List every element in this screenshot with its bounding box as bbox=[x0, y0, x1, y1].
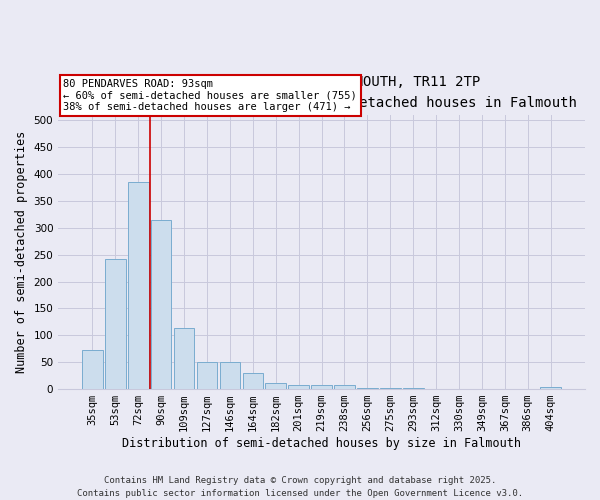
X-axis label: Distribution of semi-detached houses by size in Falmouth: Distribution of semi-detached houses by … bbox=[122, 437, 521, 450]
Bar bbox=[197, 362, 217, 389]
Bar bbox=[174, 328, 194, 389]
Bar bbox=[151, 220, 172, 389]
Y-axis label: Number of semi-detached properties: Number of semi-detached properties bbox=[15, 131, 28, 373]
Bar bbox=[541, 388, 561, 389]
Bar bbox=[380, 388, 401, 389]
Bar bbox=[449, 388, 469, 389]
Bar bbox=[82, 350, 103, 389]
Bar bbox=[334, 386, 355, 389]
Bar bbox=[242, 374, 263, 389]
Bar bbox=[311, 385, 332, 389]
Text: Contains HM Land Registry data © Crown copyright and database right 2025.
Contai: Contains HM Land Registry data © Crown c… bbox=[77, 476, 523, 498]
Bar bbox=[357, 388, 378, 389]
Bar bbox=[403, 388, 424, 389]
Bar bbox=[220, 362, 240, 389]
Title: 80, PENDARVES ROAD, FALMOUTH, TR11 2TP
Size of property relative to semi-detache: 80, PENDARVES ROAD, FALMOUTH, TR11 2TP S… bbox=[66, 75, 577, 110]
Text: 80 PENDARVES ROAD: 93sqm
← 60% of semi-detached houses are smaller (755)
38% of : 80 PENDARVES ROAD: 93sqm ← 60% of semi-d… bbox=[64, 79, 357, 112]
Bar bbox=[265, 382, 286, 389]
Bar bbox=[128, 182, 149, 389]
Bar bbox=[105, 259, 125, 389]
Bar bbox=[289, 386, 309, 389]
